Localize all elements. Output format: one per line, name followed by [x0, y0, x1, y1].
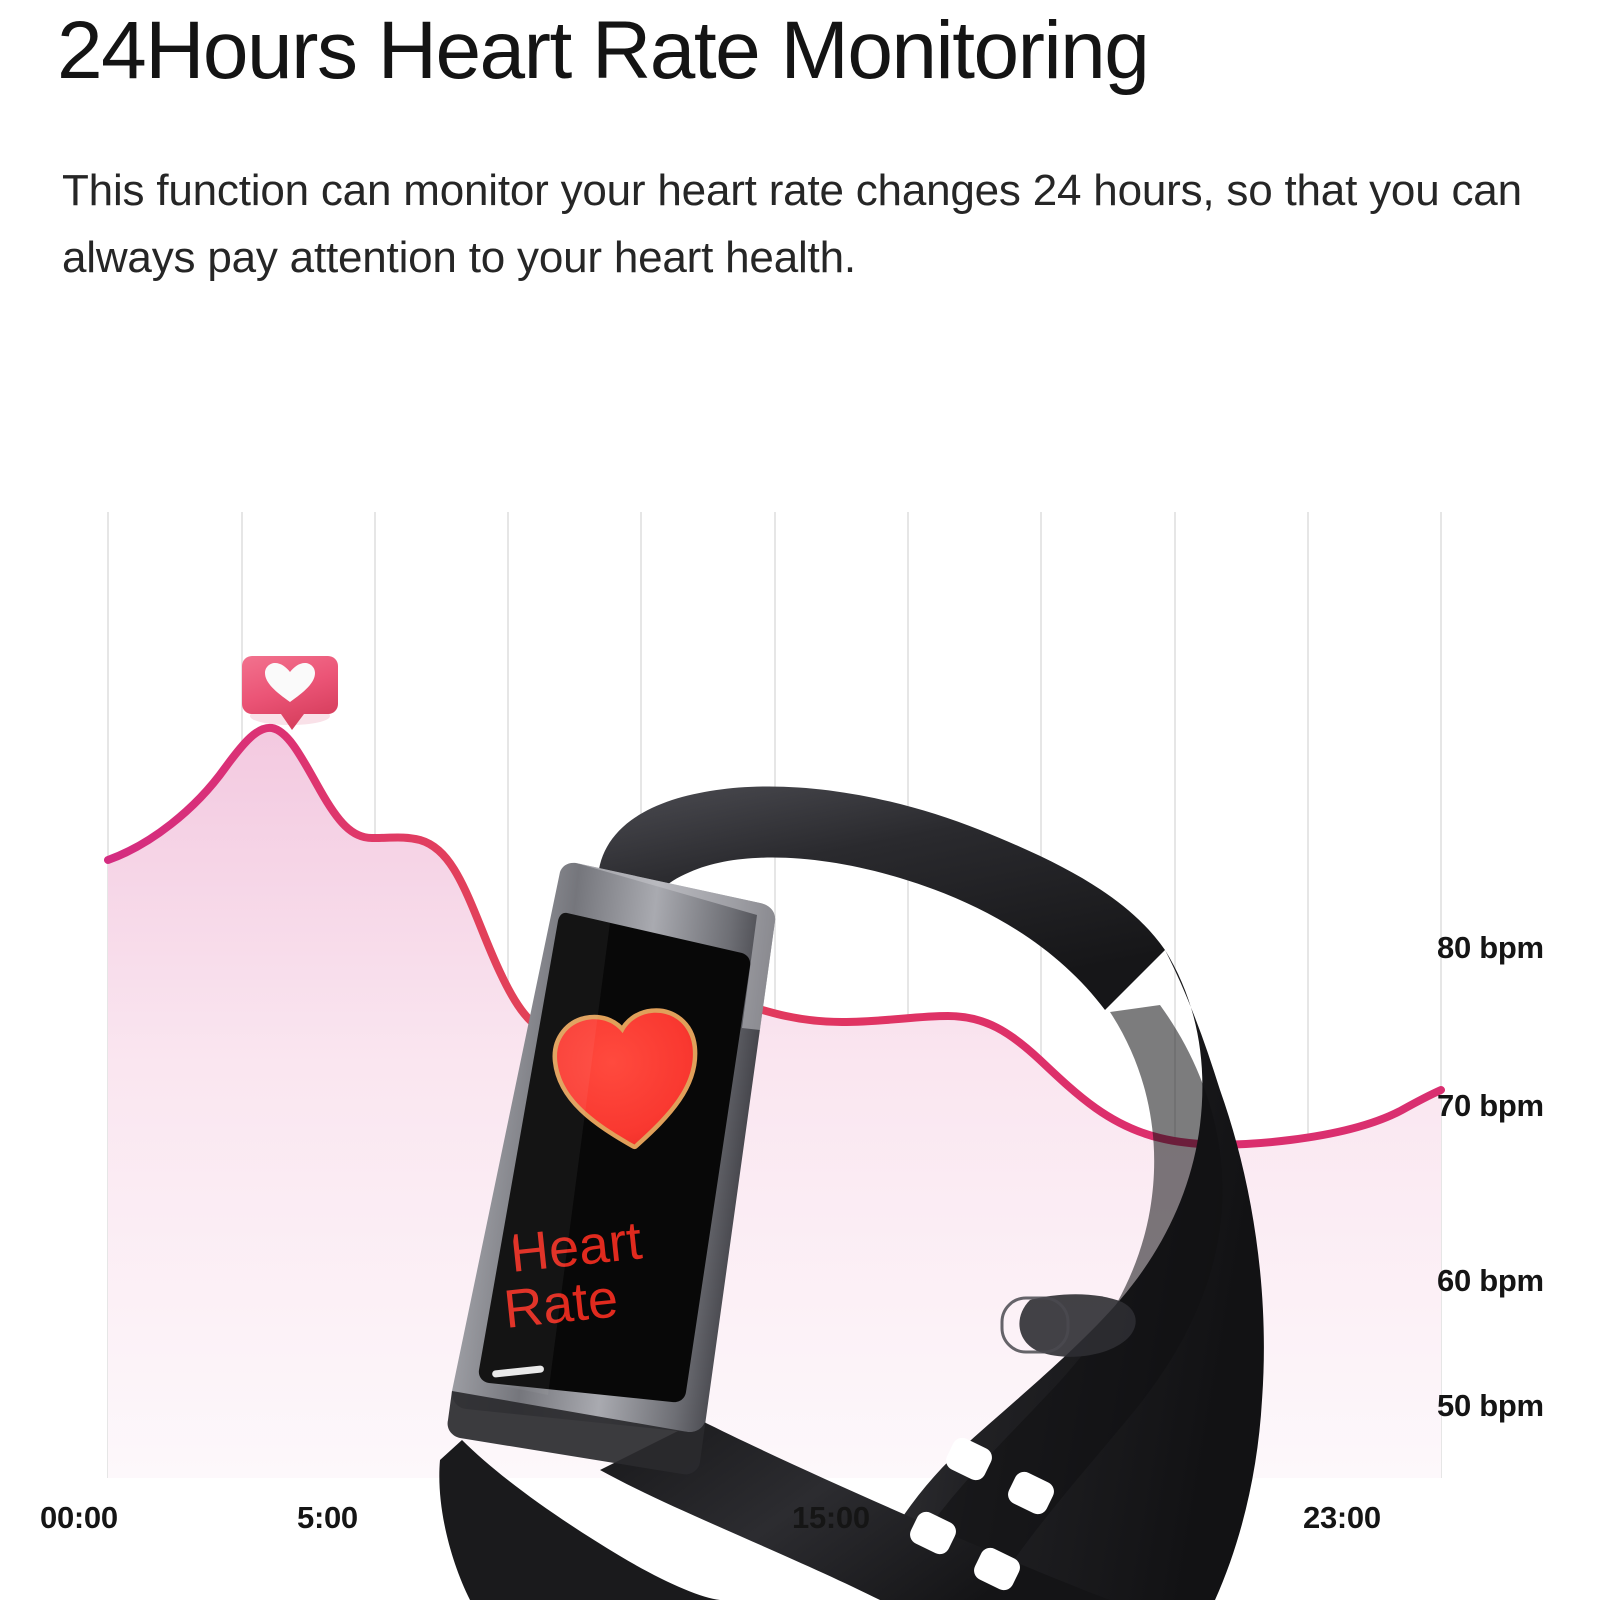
device-screen-label-line1: Heart [507, 1210, 645, 1283]
page-subtitle: This function can monitor your heart rat… [62, 166, 1522, 282]
device-strap-keeper [1019, 1294, 1136, 1357]
x-axis-tick-0000: 00:00 [40, 1500, 118, 1535]
y-axis-tick-70: 70 bpm [1437, 1088, 1544, 1123]
page-title: 24Hours Heart Rate Monitoring [57, 5, 1150, 96]
y-axis-tick-80: 80 bpm [1437, 930, 1544, 965]
chart-area-fill [108, 727, 1441, 1478]
heart-rate-peak-badge [242, 656, 338, 730]
y-axis-tick-50: 50 bpm [1437, 1388, 1544, 1423]
device-screen-label-line2: Rate [501, 1268, 621, 1340]
device-body-highlight [576, 863, 776, 1030]
fitness-tracker-device: Heart Rate [439, 786, 1264, 1600]
device-bottom-edge [447, 1391, 706, 1475]
device-screen-glare [478, 912, 610, 1395]
x-axis-tick-0500: 5:00 [297, 1500, 358, 1535]
device-strap-lower-connector [439, 1440, 720, 1600]
chart-x-axis: 00:00 5:00 15:00 23:00 [0, 1500, 1600, 1560]
chart-y-axis: 80 bpm 70 bpm 60 bpm 50 bpm [1437, 0, 1600, 1600]
x-axis-tick-1500: 15:00 [792, 1500, 870, 1535]
device-strap-right [885, 950, 1264, 1600]
device-strap-holes [910, 1437, 1054, 1591]
x-axis-tick-2300: 23:00 [1303, 1500, 1381, 1535]
device-strap-hole-indicator [1000, 1296, 1070, 1354]
badge-heart-icon [265, 663, 315, 702]
device-strap-top [597, 786, 1165, 1010]
device-home-indicator [492, 1365, 544, 1378]
y-axis-tick-60: 60 bpm [1437, 1263, 1544, 1298]
device-heart-icon [552, 1008, 698, 1150]
